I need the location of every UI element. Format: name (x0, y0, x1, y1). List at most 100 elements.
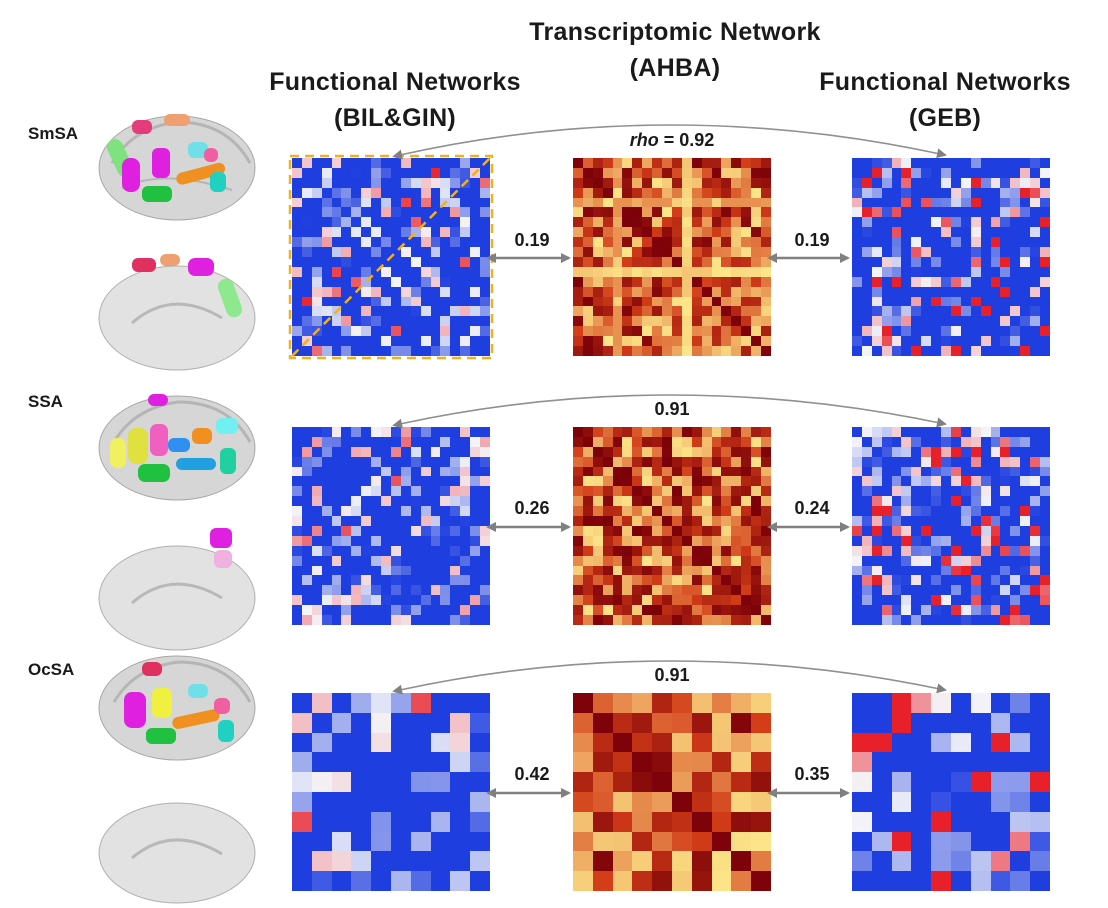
matrix-cell (592, 615, 603, 625)
matrix-cell (931, 486, 942, 497)
matrix-cell (1030, 595, 1041, 606)
matrix-cell (351, 575, 362, 586)
matrix-cell (440, 525, 451, 536)
matrix-cell (1020, 506, 1031, 517)
matrix-cell (901, 456, 912, 467)
matrix-cell (612, 177, 623, 188)
matrix-cell (592, 732, 613, 753)
matrix-cell (381, 197, 391, 208)
matrix-cell (480, 427, 490, 437)
matrix-cell (440, 466, 451, 477)
matrix-cell (612, 187, 623, 198)
matrix-cell (711, 286, 722, 297)
matrix-cell (361, 585, 372, 596)
matrix-cell (381, 227, 391, 238)
matrix-cell (990, 266, 1001, 277)
matrix-cell (652, 187, 663, 198)
matrix-cell (430, 565, 441, 576)
matrix-cell (301, 306, 312, 317)
matrix-cell (861, 346, 872, 356)
matrix-cell (381, 286, 391, 297)
matrix-cell (901, 575, 912, 586)
matrix-cell (573, 316, 583, 327)
matrix-cell (990, 516, 1001, 526)
matrix-cell (861, 336, 872, 347)
matrix-cell (990, 575, 1001, 586)
matrix-cell (652, 535, 663, 546)
matrix-cell (420, 486, 431, 497)
matrix-cell (470, 615, 481, 625)
matrix-cell (861, 535, 872, 546)
matrix-cell (662, 446, 672, 457)
matrix-cell (871, 296, 882, 307)
matrix-cell (1040, 436, 1050, 447)
matrix-cell (390, 187, 401, 198)
matrix-cell (1010, 276, 1021, 287)
matrix-cell (691, 476, 702, 487)
matrix-cell (901, 565, 912, 576)
matrix-cell (480, 158, 490, 168)
matrix-cell (921, 525, 932, 536)
matrix-cell (1040, 585, 1050, 596)
matrix-cell (390, 316, 401, 327)
matrix-cell (891, 565, 902, 576)
matrix-cell (632, 466, 643, 477)
matrix-cell (931, 256, 942, 267)
matrix-cell (470, 851, 490, 872)
matrix-cell (341, 516, 352, 526)
matrix-cell (592, 555, 603, 566)
matrix-cell (861, 177, 872, 188)
matrix-cell (371, 436, 382, 447)
matrix-cell (371, 316, 382, 327)
matrix-cell (632, 306, 643, 317)
matrix-cell (470, 466, 481, 477)
matrix-cell (911, 811, 932, 832)
matrix-cell (1030, 831, 1050, 852)
smsa-bilgin-matrix (292, 158, 490, 356)
matrix-cell (450, 712, 471, 733)
matrix-cell (602, 516, 613, 526)
matrix-cell (901, 227, 912, 238)
matrix-cell (292, 197, 302, 208)
matrix-cell (480, 227, 490, 238)
matrix-cell (582, 506, 593, 517)
matrix-cell (361, 217, 372, 228)
matrix-cell (311, 535, 322, 546)
matrix-cell (1020, 237, 1031, 248)
matrix-cell (950, 791, 971, 812)
matrix-cell (470, 486, 481, 497)
matrix-cell (642, 197, 653, 208)
matrix-cell (573, 615, 583, 625)
matrix-cell (652, 247, 663, 257)
matrix-cell (852, 791, 872, 812)
matrix-cell (301, 256, 312, 267)
matrix-cell (612, 446, 623, 457)
matrix-cell (321, 436, 332, 447)
matrix-cell (711, 525, 722, 536)
matrix-cell (390, 595, 401, 606)
matrix-cell (970, 506, 981, 517)
matrix-cell (440, 326, 451, 337)
matrix-cell (901, 427, 912, 437)
matrix-cell (1020, 326, 1031, 337)
matrix-cell (430, 217, 441, 228)
matrix-cell (701, 197, 712, 208)
matrix-cell (632, 316, 643, 327)
matrix-cell (381, 167, 391, 178)
matrix-cell (990, 427, 1001, 437)
matrix-cell (731, 871, 752, 891)
matrix-cell (410, 336, 421, 347)
matrix-cell (470, 207, 481, 218)
matrix-cell (751, 476, 762, 487)
matrix-cell (470, 811, 490, 832)
matrix-cell (632, 346, 643, 356)
matrix-cell (681, 565, 692, 576)
matrix-cell (1000, 575, 1011, 586)
matrix-cell (911, 545, 922, 556)
matrix-cell (430, 732, 451, 753)
matrix-cell (351, 336, 362, 347)
matrix-cell (420, 506, 431, 517)
matrix-cell (681, 276, 692, 287)
matrix-cell (970, 336, 981, 347)
matrix-cell (410, 217, 421, 228)
